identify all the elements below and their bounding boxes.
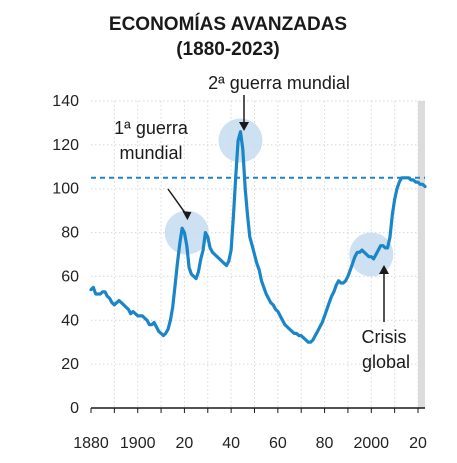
annotation-arrowhead bbox=[182, 211, 192, 221]
y-tick-label: 120 bbox=[52, 137, 79, 154]
annotation-layer: 1ª guerra mundial 2ª guerra mundial Crisis g… bbox=[114, 73, 410, 372]
x-tick-label: 1900 bbox=[120, 435, 156, 452]
y-tick-label: 40 bbox=[61, 312, 79, 329]
annotation-arrowhead bbox=[379, 265, 389, 274]
chart-title-line-2: (1880-2023) bbox=[176, 39, 280, 60]
chart-title-line-1: ECONOMÍAS AVANZADAS bbox=[109, 13, 347, 35]
highlight-circle bbox=[349, 232, 394, 277]
y-tick-label: 100 bbox=[52, 181, 79, 198]
shaded-period-layer bbox=[417, 101, 425, 408]
x-tick-label: 20 bbox=[176, 435, 194, 452]
axis-layer: 0 20 40 60 80 100 120 140 1880 1900 20 40 60 80 2000 20 bbox=[52, 93, 427, 452]
annotation-1st-world-war: mundial bbox=[119, 143, 182, 163]
x-tick-label: 60 bbox=[269, 435, 287, 452]
annotation-global-crisis: global bbox=[362, 352, 410, 372]
y-tick-label: 0 bbox=[70, 400, 79, 417]
x-tick-label: 80 bbox=[316, 435, 334, 452]
y-tick-label: 60 bbox=[61, 268, 79, 285]
chart-title: ECONOMÍAS AVANZADAS (1880-2023) bbox=[109, 13, 347, 60]
y-tick-label: 80 bbox=[61, 225, 79, 242]
highlight-circle bbox=[164, 210, 209, 255]
shaded-period bbox=[417, 101, 425, 408]
x-tick-label: 20 bbox=[409, 435, 427, 452]
series-layer bbox=[89, 130, 427, 344]
x-tick-label: 1880 bbox=[73, 435, 109, 452]
y-tick-label: 20 bbox=[61, 356, 79, 373]
series-line bbox=[89, 130, 427, 344]
annotation-global-crisis: Crisis bbox=[362, 327, 407, 347]
annotation-1st-world-war: 1ª guerra bbox=[114, 118, 189, 138]
y-tick-label: 140 bbox=[52, 93, 79, 110]
annotation-2nd-world-war: 2ª guerra mundial bbox=[208, 73, 350, 93]
annotation-arrowhead bbox=[239, 122, 249, 131]
x-tick-label: 40 bbox=[222, 435, 240, 452]
x-tick-label: 2000 bbox=[353, 435, 389, 452]
